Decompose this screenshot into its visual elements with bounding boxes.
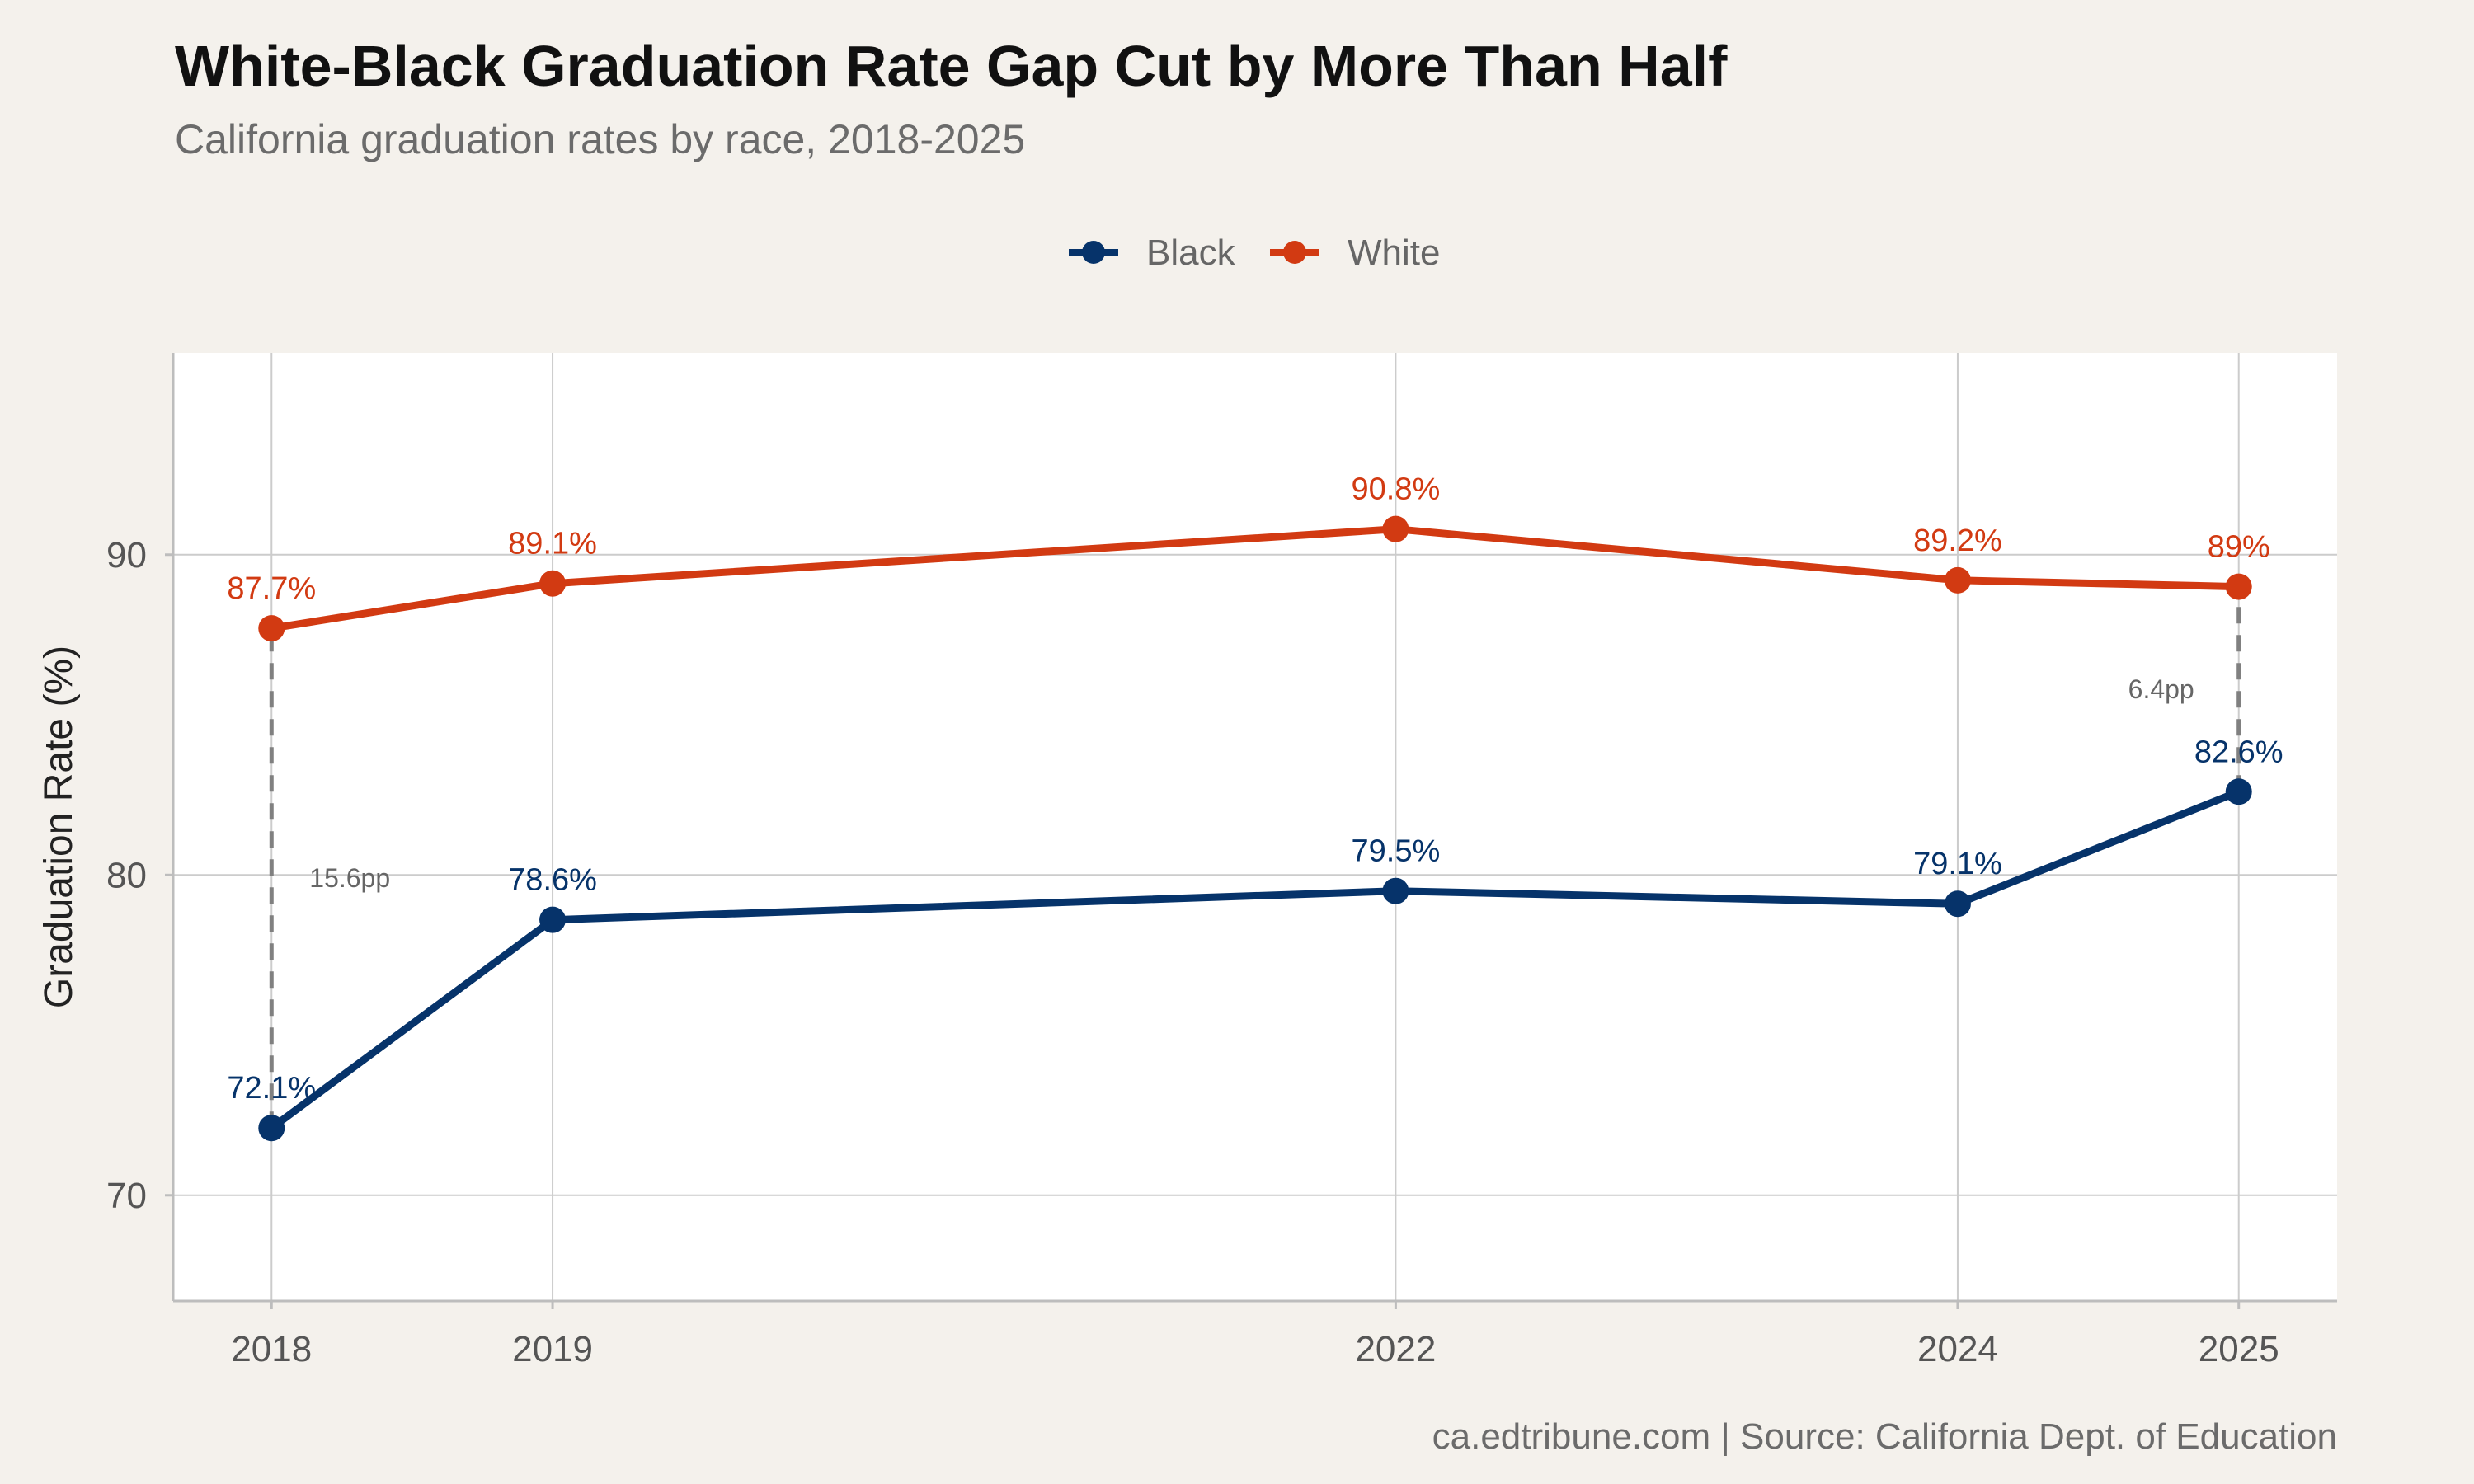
data-point-black-2018: [258, 1115, 285, 1142]
data-point-white-2025: [2225, 573, 2252, 600]
data-point-black-2019: [539, 906, 567, 933]
y-tick-label: 90: [106, 535, 147, 575]
legend-key-black-marker: [1082, 241, 1105, 264]
x-tick-label: 2022: [1355, 1329, 1436, 1369]
source-caption: ca.edtribune.com | Source: California De…: [1432, 1416, 2337, 1457]
x-tick-label: 2024: [1917, 1329, 1998, 1369]
y-tick-label: 80: [106, 855, 147, 895]
data-points: [258, 515, 2252, 1142]
data-label-white-2022: 90.8%: [1352, 472, 1441, 507]
x-tick-label: 2019: [512, 1329, 593, 1369]
axis-ticks: 70 80 90 2018 2019 2022 2024 2025: [106, 535, 2279, 1369]
data-point-black-2024: [1944, 890, 1971, 918]
legend: Black White: [1069, 232, 1440, 273]
gap-annotations: 15.6pp 6.4pp: [269, 586, 2241, 1129]
data-label-white-2019: 89.1%: [508, 527, 597, 561]
data-label-white-2024: 89.2%: [1913, 524, 2002, 558]
data-label-black-2018: 72.1%: [227, 1071, 316, 1106]
x-tick-label: 2025: [2199, 1329, 2279, 1369]
data-point-white-2018: [258, 615, 285, 642]
data-point-white-2022: [1382, 515, 1409, 542]
chart-title: White-Black Graduation Rate Gap Cut by M…: [175, 34, 1728, 98]
legend-key-white-marker: [1283, 241, 1306, 264]
data-label-black-2022: 79.5%: [1352, 834, 1441, 869]
legend-label-white: White: [1348, 232, 1440, 273]
grid-lines: [173, 353, 2337, 1301]
legend-label-black: Black: [1146, 232, 1236, 273]
legend-item-black: Black: [1069, 232, 1236, 273]
plot-panel: [173, 353, 2337, 1301]
data-label-black-2025: 82.6%: [2194, 735, 2284, 769]
data-label-white-2018: 87.7%: [227, 571, 316, 606]
data-point-white-2019: [539, 570, 567, 597]
y-axis-title: Graduation Rate (%): [37, 646, 81, 1008]
x-tick-label: 2018: [231, 1329, 312, 1369]
gap-label-2018: 15.6pp: [309, 863, 390, 893]
data-labels: 72.1% 78.6% 79.5% 79.1% 82.6% 87.7% 89.1% 90.8%…: [227, 472, 2283, 1106]
data-point-black-2022: [1382, 877, 1409, 904]
data-label-white-2025: 89%: [2208, 530, 2270, 565]
legend-item-white: White: [1270, 232, 1440, 273]
data-point-white-2024: [1944, 566, 1971, 594]
data-label-black-2019: 78.6%: [508, 863, 597, 898]
y-tick-label: 70: [106, 1176, 147, 1216]
gap-label-2025: 6.4pp: [2128, 674, 2194, 704]
data-point-black-2025: [2225, 778, 2252, 805]
data-label-black-2024: 79.1%: [1913, 847, 2002, 881]
chart-subtitle: California graduation rates by race, 201…: [175, 116, 1026, 162]
